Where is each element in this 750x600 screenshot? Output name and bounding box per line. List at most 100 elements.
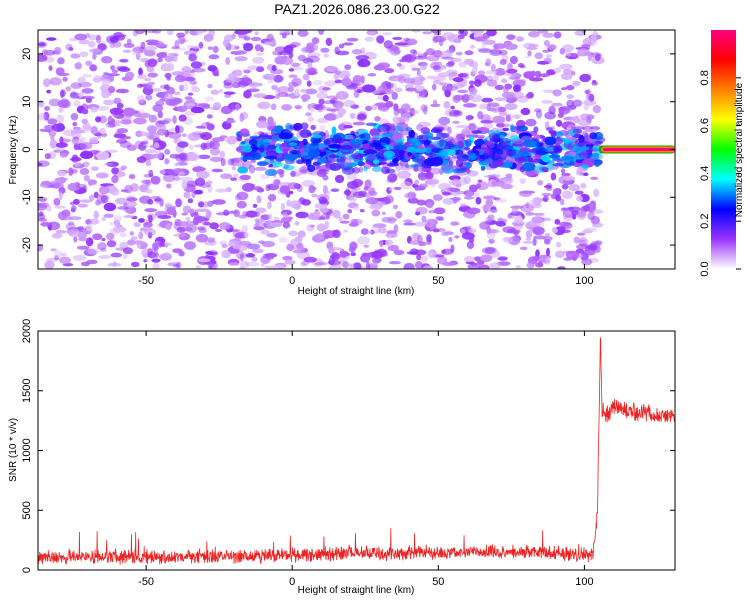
heatmap-cell xyxy=(525,118,537,127)
heatmap-cell xyxy=(163,84,170,90)
heatmap-cell xyxy=(313,210,321,218)
heatmap-cell xyxy=(324,158,337,164)
heatmap-cell xyxy=(181,212,188,216)
heatmap-cell xyxy=(323,100,336,105)
heatmap-cell xyxy=(545,256,551,266)
heatmap-cell xyxy=(433,61,443,66)
heatmap-cell xyxy=(483,123,494,129)
heatmap-cell xyxy=(453,196,458,204)
heatmap-cell xyxy=(484,174,497,179)
heatmap-cell xyxy=(548,44,557,51)
heatmap-cell xyxy=(568,206,581,213)
heatmap-cell xyxy=(297,30,309,37)
heatmap-cell xyxy=(417,234,423,244)
heatmap-cell xyxy=(95,116,102,123)
heatmap-cell xyxy=(70,53,81,59)
heatmap-cell xyxy=(171,71,185,77)
heatmap-cell xyxy=(266,232,278,238)
heatmap-cell xyxy=(123,202,128,207)
heatmap-cell xyxy=(480,119,494,124)
colorbar-ramp xyxy=(711,30,736,269)
heatmap-cell xyxy=(147,125,157,135)
heatmap-cell xyxy=(38,197,48,202)
heatmap-cell xyxy=(220,105,233,115)
heatmap-cell xyxy=(560,168,566,174)
heatmap-cell xyxy=(288,81,299,88)
heatmap-cell xyxy=(79,51,89,58)
heatmap-cell xyxy=(471,130,482,134)
heatmap-cell xyxy=(316,92,328,100)
y-tick-label: 20 xyxy=(21,48,33,60)
heatmap-cell xyxy=(81,88,94,94)
heatmap-cell xyxy=(487,102,500,107)
heatmap-cell xyxy=(538,260,543,267)
heatmap-cell xyxy=(403,219,413,223)
heatmap-cell xyxy=(187,132,201,141)
heatmap-cell xyxy=(342,42,354,46)
heatmap-cell xyxy=(414,179,420,185)
heatmap-cell xyxy=(286,243,295,251)
heatmap-cell xyxy=(428,210,436,214)
heatmap-cell xyxy=(109,42,115,49)
heatmap-cell xyxy=(212,45,219,54)
heatmap-cell xyxy=(47,118,58,125)
heatmap-cell xyxy=(450,105,455,110)
snr-background xyxy=(38,331,675,570)
heatmap-cell xyxy=(487,129,496,137)
heatmap-cell xyxy=(96,151,110,161)
heatmap-cell xyxy=(477,111,484,120)
heatmap-cell xyxy=(486,79,498,87)
heatmap-cell xyxy=(332,209,341,219)
heatmap-cell xyxy=(290,170,296,178)
x-tick-label: 0 xyxy=(289,576,295,588)
y-tick-label: 0 xyxy=(21,567,33,573)
heatmap-cell xyxy=(308,185,316,194)
heatmap-cell xyxy=(267,213,273,221)
heatmap-cell xyxy=(533,126,539,133)
heatmap-cell xyxy=(503,123,511,127)
heatmap-cell xyxy=(85,97,93,104)
heatmap-cell xyxy=(288,230,298,237)
y-tick-label: 1500 xyxy=(21,379,33,403)
heatmap-cell xyxy=(209,222,219,230)
heatmap-cell xyxy=(138,231,144,240)
heatmap-cell xyxy=(582,99,597,106)
heatmap-cell xyxy=(174,163,180,167)
heatmap-cell xyxy=(279,170,284,178)
heatmap-cell xyxy=(487,142,495,149)
heatmap-cell xyxy=(463,72,470,79)
heatmap-cell xyxy=(378,226,387,234)
heatmap-cell xyxy=(61,209,71,217)
heatmap-cell xyxy=(103,202,117,212)
heatmap-cell xyxy=(306,46,312,52)
heatmap-cell xyxy=(323,113,338,121)
heatmap-cell xyxy=(178,171,186,177)
heatmap-cell xyxy=(92,53,97,60)
heatmap-cell xyxy=(584,89,590,94)
heatmap-cell xyxy=(38,244,44,252)
heatmap-cell xyxy=(536,222,545,227)
heatmap-cell xyxy=(156,52,168,59)
heatmap-cell xyxy=(500,78,508,84)
heatmap-cell xyxy=(416,134,429,143)
heatmap-cell xyxy=(175,153,188,163)
heatmap-cell xyxy=(238,30,253,34)
heatmap-cell xyxy=(541,166,549,173)
heatmap-cell xyxy=(262,253,269,259)
heatmap-cell xyxy=(279,185,291,194)
heatmap-cell xyxy=(51,223,57,231)
heatmap-cell xyxy=(206,210,212,219)
heatmap-cell xyxy=(254,83,259,87)
heatmap-cell xyxy=(58,104,70,109)
heatmap-cell xyxy=(258,103,265,108)
heatmap-cell xyxy=(58,256,72,264)
heatmap-cell xyxy=(38,162,43,167)
heatmap-cell xyxy=(157,110,163,119)
heatmap-cell xyxy=(481,77,489,81)
heatmap-cell xyxy=(152,104,164,113)
heatmap-cell xyxy=(225,186,232,193)
snr-x-ticks: -50 0 50 100 xyxy=(138,331,594,588)
heatmap-cell xyxy=(587,244,598,251)
heatmap-cell xyxy=(109,36,119,43)
heatmap-cell xyxy=(528,31,540,38)
